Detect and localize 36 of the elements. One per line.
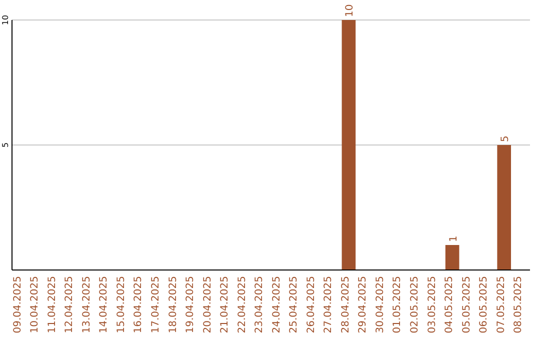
x-tick-label: 10.04.2025 <box>30 276 41 334</box>
bar <box>342 20 356 270</box>
x-tick-label: 15.04.2025 <box>116 276 127 334</box>
x-tick-label: 30.04.2025 <box>374 276 386 334</box>
x-tick-label: 29.04.2025 <box>358 276 369 334</box>
bar <box>445 245 460 270</box>
x-tick-label: 03.05.2025 <box>426 276 438 334</box>
x-tick-label: 09.04.2025 <box>12 276 24 334</box>
x-tick-label: 19.04.2025 <box>185 276 196 334</box>
x-tick-label: 11.04.2025 <box>46 276 58 334</box>
x-tick-label: 26.04.2025 <box>306 276 317 334</box>
bar <box>497 145 512 270</box>
x-tick-label: 07.05.2025 <box>496 276 507 334</box>
x-tick-label: 05.05.2025 <box>461 276 472 334</box>
x-tick-label: 16.04.2025 <box>133 276 144 334</box>
x-tick-label: 01.05.2025 <box>392 276 404 334</box>
x-tick-label: 21.04.2025 <box>220 276 231 334</box>
x-tick-label: 24.04.2025 <box>271 276 282 334</box>
x-tick-label: 28.04.2025 <box>340 276 352 334</box>
x-tick-label: 25.04.2025 <box>288 276 300 334</box>
x-tick-label: 20.04.2025 <box>202 276 214 334</box>
x-tick-label: 23.04.2025 <box>254 276 266 334</box>
data-label: 5 <box>500 136 512 142</box>
x-tick-label: 27.04.2025 <box>323 276 334 334</box>
data-label: 1 <box>448 236 460 242</box>
x-tick-label: 17.04.2025 <box>150 276 162 334</box>
x-tick-label: 12.04.2025 <box>64 276 76 334</box>
x-tick-label: 06.05.2025 <box>478 276 490 334</box>
x-tick-label: 22.04.2025 <box>236 276 248 334</box>
x-tick-label: 13.04.2025 <box>81 276 92 334</box>
x-tick-label: 04.05.2025 <box>444 276 456 334</box>
data-label: 10 <box>344 4 356 17</box>
x-tick-label: 18.04.2025 <box>168 276 179 334</box>
x-tick-label: 08.05.2025 <box>513 276 524 334</box>
x-tick-label: 14.04.2025 <box>98 276 110 334</box>
x-tick-label: 02.05.2025 <box>410 276 420 334</box>
